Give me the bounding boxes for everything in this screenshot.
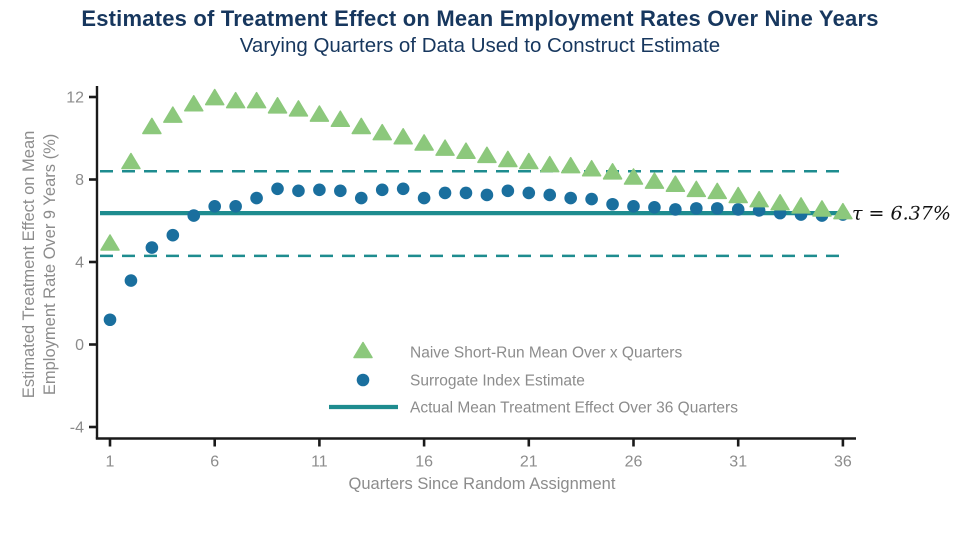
surrogate-point [313,183,326,197]
naive-point [623,168,644,185]
naive-point [142,117,162,135]
surrogate-point [229,200,242,213]
naive-point [456,142,476,159]
surrogate-point [166,228,180,242]
surrogate-point [208,200,221,213]
surrogate-point [690,202,703,215]
naive-point [288,100,309,117]
naive-point [812,200,832,217]
naive-point [602,163,623,180]
x-axis-title: Quarters Since Random Assignment [349,475,616,493]
surrogate-point [124,274,138,287]
surrogate-point [710,202,724,215]
naive-point [539,155,560,173]
surrogate-point [417,191,431,205]
surrogate-point [438,186,452,200]
surrogate-point [731,203,745,216]
y-axis: 12 8 4 0 -4 [66,86,99,439]
x-tick-label: 6 [210,454,219,471]
surrogate-point [459,186,473,200]
naive-point [498,150,518,168]
naive-point [351,117,372,135]
naive-point [686,180,707,198]
naive-point [372,123,392,141]
x-tick-label: 16 [415,454,433,471]
naive-point [728,186,748,204]
x-tick-label: 36 [834,454,852,471]
naive-point [791,197,811,214]
naive-point [644,172,665,189]
naive-point [100,234,120,251]
naive-point [833,202,853,220]
surrogate-point [648,201,661,214]
naive-point [749,190,769,208]
legend-triangle-marker [353,341,373,359]
legend-label: Actual Mean Treatment Effect Over 36 Qua… [410,400,738,417]
naive-point [330,110,351,127]
naive-point [204,88,225,106]
y-tick-label: -4 [70,420,84,437]
surrogate-point [543,188,557,202]
surrogate-point [627,200,640,213]
surrogate-point [396,182,410,196]
naive-point [163,106,183,123]
naive-point [435,139,455,156]
surrogate-point [480,188,494,202]
x-tick-label: 26 [625,454,643,471]
naive-point [414,134,434,151]
surrogate-point [669,203,682,216]
naive-point [665,175,686,192]
surrogate-point [250,191,263,205]
surrogate-point [354,191,368,205]
series-naive-mean [100,88,853,251]
tau-annotation: τ = 6.37% [852,203,951,225]
naive-point [560,156,581,174]
naive-point [246,91,267,109]
naive-point [519,152,539,170]
surrogate-point [187,209,201,222]
surrogate-point [271,182,284,196]
naive-point [770,194,790,211]
naive-point [225,91,246,109]
y-tick-label: 12 [66,90,84,107]
surrogate-point [606,197,619,211]
surrogate-point [292,184,305,198]
legend-circle-marker [356,373,370,387]
naive-point [267,97,288,114]
naive-point [393,128,413,145]
x-tick-label: 31 [729,454,747,471]
chart-title: Estimates of Treatment Effect on Mean Em… [81,6,879,31]
x-tick-label: 1 [106,454,115,471]
naive-point [581,159,602,177]
surrogate-point [522,186,536,200]
surrogate-point [564,191,577,205]
y-tick-label: 4 [75,255,84,272]
y-tick-label: 0 [75,337,84,354]
surrogate-point [585,192,598,206]
naive-point [121,152,141,170]
x-tick-label: 21 [520,454,538,471]
y-tick-label: 8 [75,172,84,189]
naive-point [309,105,330,122]
x-tick-label: 11 [311,454,328,471]
legend-label: Naive Short-Run Mean Over x Quarters [410,345,682,362]
legend-label: Surrogate Index Estimate [410,373,585,390]
naive-point [184,95,204,112]
surrogate-point [334,184,347,198]
series-surrogate-index [103,182,850,327]
surrogate-point [145,241,159,254]
legend: Naive Short-Run Mean Over x Quarters Surr… [329,341,738,417]
surrogate-point [375,183,389,197]
reference-lines [100,170,844,258]
surrogate-point [103,313,117,327]
surrogate-point [501,184,515,198]
naive-point [477,146,497,164]
chart-subtitle: Varying Quarters of Data Used to Constru… [239,34,721,57]
naive-point [707,182,728,200]
